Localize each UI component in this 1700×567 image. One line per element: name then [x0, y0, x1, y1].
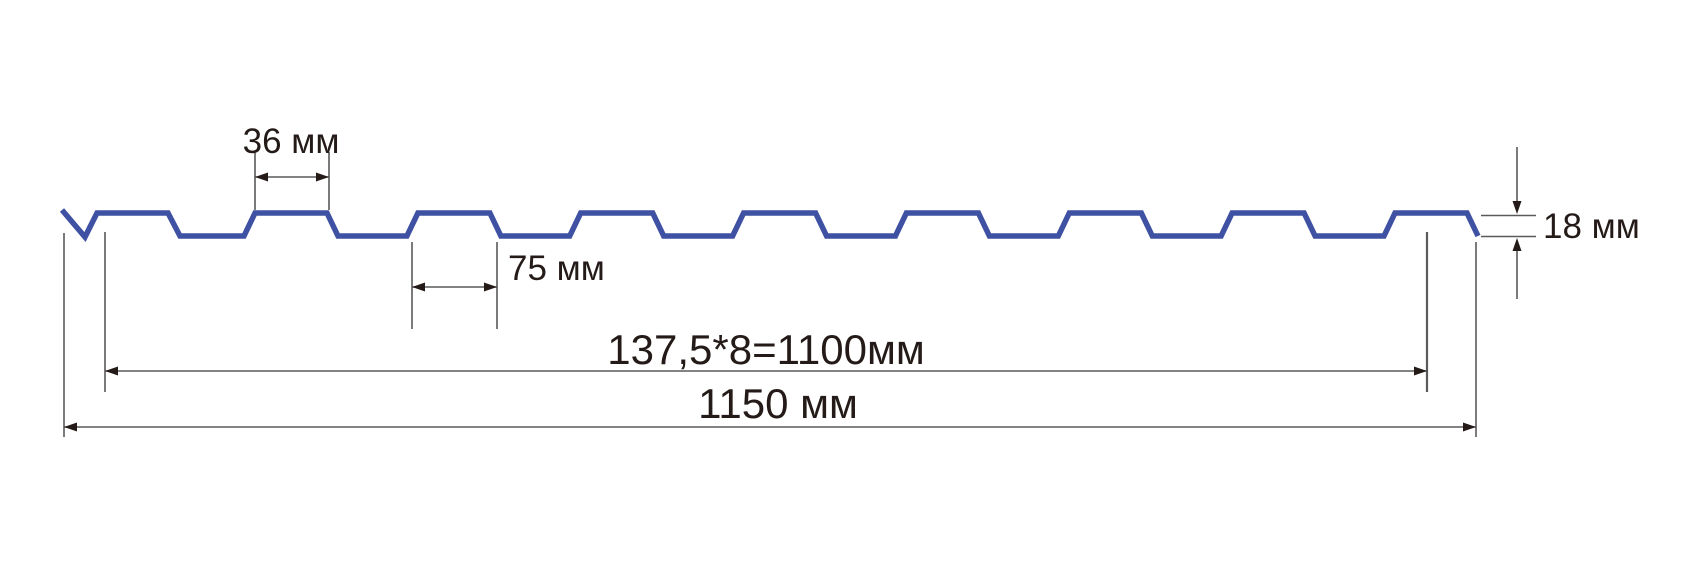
dimension-arrowhead — [105, 366, 118, 376]
dim-label-rib-top-width: 36 мм — [243, 122, 340, 161]
dimension-arrowhead — [1414, 366, 1427, 376]
dimension-arrowhead — [1512, 238, 1522, 251]
dimension-arrowhead — [64, 422, 77, 432]
dimension-lines-layer — [63, 147, 1536, 437]
dimension-arrowhead — [255, 172, 268, 182]
dimension-arrowhead — [316, 172, 329, 182]
dimension-arrowhead — [484, 282, 497, 292]
dim-label-rib-base-width: 75 мм — [508, 249, 605, 288]
sheet-profile-polyline — [59, 208, 1481, 242]
dimension-arrowhead — [1512, 201, 1522, 214]
dim-label-overall-width: 1150 мм — [698, 380, 858, 427]
dimension-arrowhead — [1463, 422, 1476, 432]
dimension-labels: 36 мм 75 мм 137,5*8=1100мм 1150 мм 18 мм — [243, 122, 1640, 427]
dimension-arrowhead — [412, 282, 425, 292]
dim-label-working-width: 137,5*8=1100мм — [607, 326, 924, 373]
dim-label-profile-height: 18 мм — [1543, 207, 1640, 246]
